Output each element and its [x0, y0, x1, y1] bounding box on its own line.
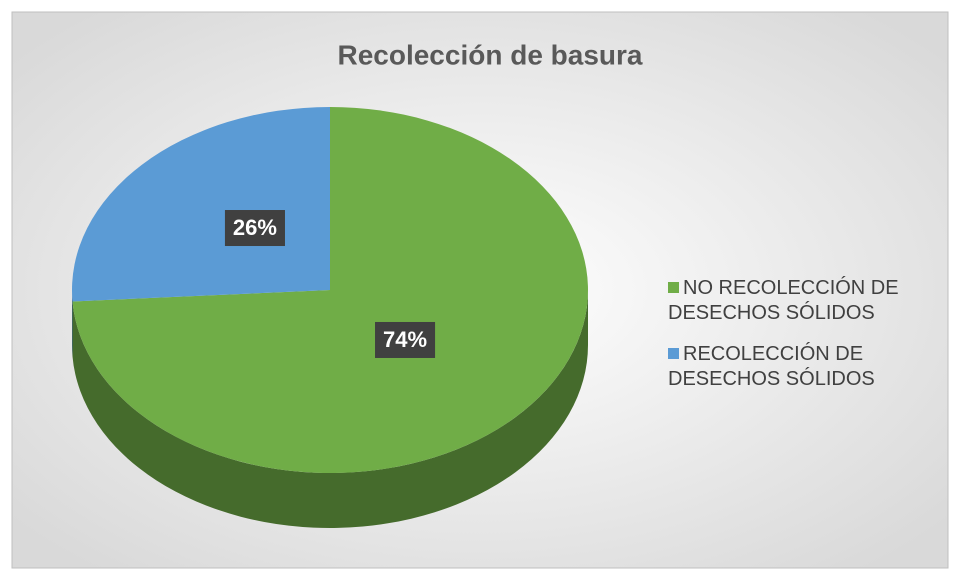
data-label: 26% — [233, 215, 277, 240]
legend-swatch — [668, 282, 679, 293]
legend-label: RECOLECCIÓN DE DESECHOS SÓLIDOS — [668, 343, 875, 390]
slice — [72, 107, 330, 302]
legend-entry: RECOLECCIÓN DE DESECHOS SÓLIDOS — [668, 342, 953, 392]
data-label-box — [375, 321, 436, 358]
data-label-box — [224, 210, 285, 247]
legend-label: NO RECOLECCIÓN DE DESECHOS SÓLIDOS — [668, 277, 899, 324]
slice-side — [72, 290, 589, 528]
slice-side — [72, 290, 73, 357]
slice — [72, 107, 589, 473]
chart-title: Recolección de basura — [337, 39, 642, 70]
pie: 74% 26% — [72, 107, 589, 528]
legend-swatch — [668, 348, 679, 359]
legend-entry: NO RECOLECCIÓN DE DESECHOS SÓLIDOS — [668, 276, 953, 326]
data-label: 74% — [383, 327, 427, 352]
